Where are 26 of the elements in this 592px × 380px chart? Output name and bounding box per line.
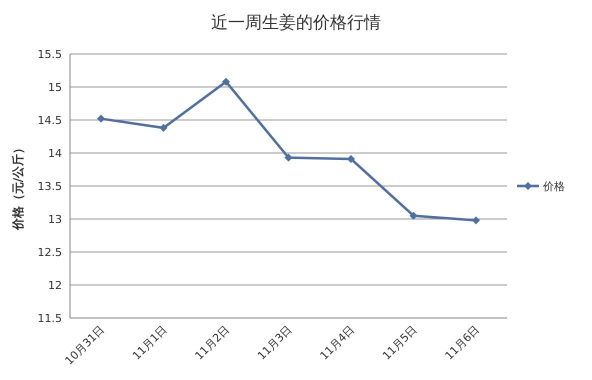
y-axis-title: 价格（元/公斤） (11, 142, 25, 232)
point (347, 154, 355, 163)
y-tick-label: 14.5 (38, 114, 62, 127)
x-tick-label: 11月1日 (130, 322, 170, 363)
y-tick-label: 12 (48, 278, 62, 292)
y-tick-label: 15 (48, 80, 62, 94)
point (160, 124, 168, 132)
legend-label: 价格 (542, 180, 565, 193)
x-tick-label: 11月3日 (255, 322, 295, 363)
chart-title: 近一周生姜的价格行情 (211, 13, 381, 33)
y-tick-label: 12.5 (38, 246, 62, 259)
y-tick-label: 15.5 (38, 48, 62, 61)
x-tick-label: 11月4日 (318, 322, 358, 363)
x-tick-label: 11月2日 (192, 322, 232, 363)
point (410, 212, 418, 220)
x-tick-label: 11月5日 (380, 322, 420, 363)
point (284, 154, 292, 162)
x-tick-label: 11月6日 (442, 322, 482, 363)
y-tick-label: 13 (48, 212, 62, 226)
x-tick-label: 10月31日 (62, 322, 108, 368)
y-tick-label: 14 (48, 146, 62, 160)
y-tick-label: 11.5 (38, 312, 62, 325)
point (472, 216, 480, 224)
point (222, 78, 230, 86)
y-tick-label: 13.5 (38, 180, 62, 193)
point (97, 114, 105, 123)
